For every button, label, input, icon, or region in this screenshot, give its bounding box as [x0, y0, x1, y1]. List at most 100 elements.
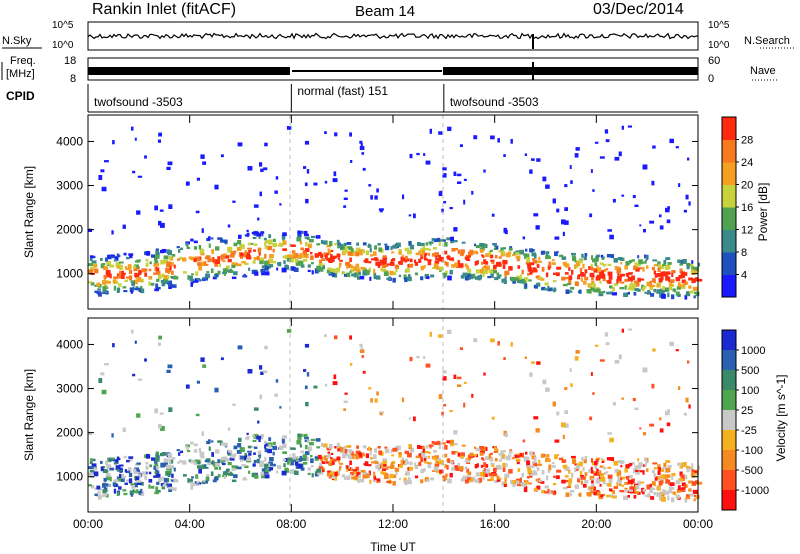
- velocity-cell: [390, 449, 393, 454]
- velocity-cell: [652, 462, 658, 465]
- power-cell: [617, 276, 620, 281]
- station-title: Rankin Inlet (fitACF): [92, 1, 236, 18]
- velocity-cell: [269, 457, 274, 462]
- velocity-cell: [187, 478, 190, 483]
- power-cell: [657, 267, 661, 272]
- power-cell: [526, 257, 531, 263]
- power-cell: [624, 286, 627, 290]
- y-tick-label: 1000: [56, 470, 83, 484]
- power-cell: [138, 270, 142, 276]
- velocity-cell: [362, 445, 367, 449]
- velocity-cell: [612, 401, 616, 406]
- power-cell: [682, 259, 687, 264]
- velocity-cell: [171, 479, 175, 482]
- power-cell: [130, 280, 136, 283]
- velocity-cell: [353, 453, 358, 456]
- velocity-cell: [566, 486, 571, 489]
- velocity-cell: [512, 484, 516, 487]
- velocity-cell: [681, 488, 686, 492]
- velocity-cell: [240, 458, 244, 462]
- freq-tick-bottom: 8: [70, 73, 76, 85]
- power-cell: [327, 267, 332, 270]
- velocity-cell: [169, 468, 172, 474]
- velocity-cell: [156, 481, 160, 485]
- power-cell: [643, 229, 646, 233]
- power-cell: [374, 258, 379, 262]
- power-cell: [381, 263, 387, 267]
- power-cell: [600, 274, 606, 279]
- velocity-cell: [134, 340, 137, 344]
- power-cell: [313, 182, 318, 186]
- velocity-cell: [132, 373, 136, 377]
- velocity-cell: [596, 468, 599, 472]
- power-cell: [693, 295, 696, 299]
- velocity-cell: [621, 328, 624, 333]
- power-cell: [196, 277, 200, 280]
- power-cell: [344, 189, 348, 192]
- power-cell: [297, 230, 301, 234]
- power-cell: [149, 261, 152, 265]
- power-cell: [684, 280, 687, 285]
- power-cell: [349, 257, 352, 263]
- power-cell: [318, 251, 322, 257]
- power-cell: [595, 255, 600, 259]
- power-cell: [653, 270, 657, 275]
- velocity-cell: [190, 441, 194, 445]
- velocity-cell: [292, 457, 296, 460]
- power-cell: [314, 253, 319, 258]
- power-cell: [439, 266, 444, 271]
- power-cell: [291, 244, 296, 247]
- velocity-cell: [564, 475, 569, 478]
- velocity-cell: [368, 446, 371, 451]
- power-cell: [331, 249, 334, 252]
- power-cell: [605, 268, 609, 271]
- power-cell: [267, 245, 272, 251]
- velocity-cell: [624, 481, 629, 485]
- power-cell: [593, 268, 598, 273]
- velocity-cell: [344, 477, 347, 480]
- velocity-cell: [522, 481, 527, 485]
- power-cell: [154, 254, 160, 259]
- velocity-cell: [556, 475, 560, 480]
- velocity-cell: [414, 475, 419, 479]
- power-cell: [398, 249, 402, 252]
- power-cell: [404, 259, 408, 263]
- velocity-cell: [504, 479, 507, 483]
- velocity-cell: [93, 458, 96, 462]
- power-cell: [690, 269, 695, 273]
- power-cell: [359, 275, 365, 280]
- power-cell: [136, 210, 141, 215]
- power-cell: [324, 180, 328, 184]
- power-cell: [123, 290, 128, 293]
- velocity-cell: [401, 457, 405, 461]
- velocity-cell: [427, 455, 430, 459]
- colorbar-tick-label: 8: [741, 247, 747, 259]
- velocity-cell: [231, 466, 236, 471]
- velocity-cell: [163, 458, 169, 463]
- power-cell: [625, 261, 630, 266]
- power-cell: [231, 262, 236, 265]
- power-cell: [599, 281, 602, 284]
- power-cell: [325, 254, 328, 259]
- power-cell: [665, 257, 671, 260]
- velocity-cell: [444, 453, 448, 458]
- power-cell: [168, 283, 173, 287]
- velocity-cell: [483, 468, 486, 471]
- power-cell: [453, 227, 458, 232]
- velocity-cell: [607, 466, 612, 469]
- power-cell: [524, 153, 527, 156]
- velocity-cell: [494, 446, 497, 451]
- power-cell: [578, 289, 582, 294]
- velocity-cell: [616, 481, 619, 487]
- colorbar-tick-label: 1000: [741, 345, 765, 357]
- velocity-cell: [474, 479, 480, 483]
- power-cell: [561, 276, 566, 281]
- velocity-cell: [500, 450, 504, 454]
- power-cell: [673, 288, 677, 293]
- velocity-cell: [93, 471, 99, 477]
- velocity-cell: [483, 471, 487, 476]
- velocity-cell: [574, 467, 577, 472]
- velocity-cell: [593, 471, 598, 476]
- velocity-cell: [697, 481, 703, 485]
- power-cell: [370, 254, 373, 257]
